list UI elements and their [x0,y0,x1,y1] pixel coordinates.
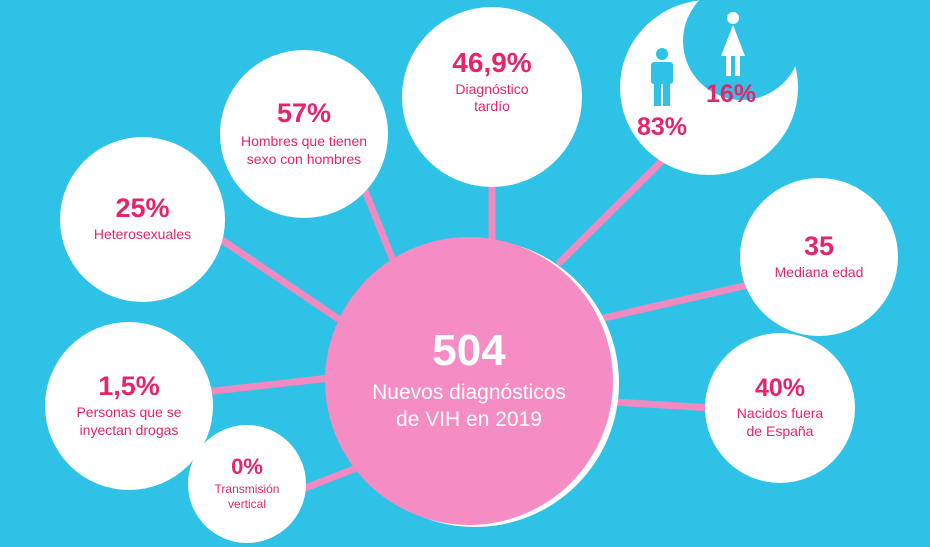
connector-gender [556,151,672,266]
stat-label-line: inyectan drogas [79,421,179,438]
bubble-hsh: 57% Hombres que tienen sexo con hombres [220,50,388,218]
bubble-heterosexuales: 25% Heterosexuales [60,137,225,302]
stat-value: 46,9% [452,46,532,78]
connector-hetero [212,232,344,324]
women-percentage: 16% [706,80,757,108]
stat-value: 40% [754,374,806,402]
connector-drogas [201,374,334,396]
bubble-diagnostico-tardio: 46,9% Diagnóstico tardío [402,7,582,187]
stat-value: 25% [115,193,170,224]
stat-label: Heterosexuales [93,226,192,243]
stat-label-line: Personas que se [76,404,182,420]
stat-label-line: vertical [227,497,266,511]
center-label-line: de VIH en 2019 [396,408,542,431]
stat-label-line: de España [746,422,814,439]
stat-label-line: Transmisión [214,482,280,496]
stat-label-line: Nacidos fuera [736,405,824,421]
bubble-transmision-vertical: 0% Transmisión vertical [188,425,306,543]
center-label-line: Nuevos diagnósticos [372,380,566,404]
connector-fuera [610,398,716,412]
stat-label-line: Hombres que tienen [240,133,368,149]
stat-label: Mediana edad [774,263,864,280]
bubble-inyectan-drogas: 1,5% Personas que se inyectan drogas [45,322,213,490]
man-icon [651,48,673,106]
stat-value: 0% [231,454,263,479]
bubble-mediana-edad: 35 Mediana edad [740,178,898,336]
connector-edad [600,281,752,322]
stat-label-line: Diagnóstico [455,80,529,97]
bubble-nacidos-fuera: 40% Nacidos fuera de España [705,333,855,483]
center-circle: 504 Nuevos diagnósticos de VIH en 2019 [325,237,613,525]
stat-value: 1,5% [98,371,160,401]
stat-value: 35 [803,230,835,261]
stat-label-line: sexo con hombres [246,150,362,167]
stat-value: 57% [276,98,332,128]
stat-label-line: tardío [474,98,510,114]
total-diagnoses: 504 [432,325,506,375]
men-percentage: 83% [637,113,688,141]
woman-icon [721,12,745,76]
